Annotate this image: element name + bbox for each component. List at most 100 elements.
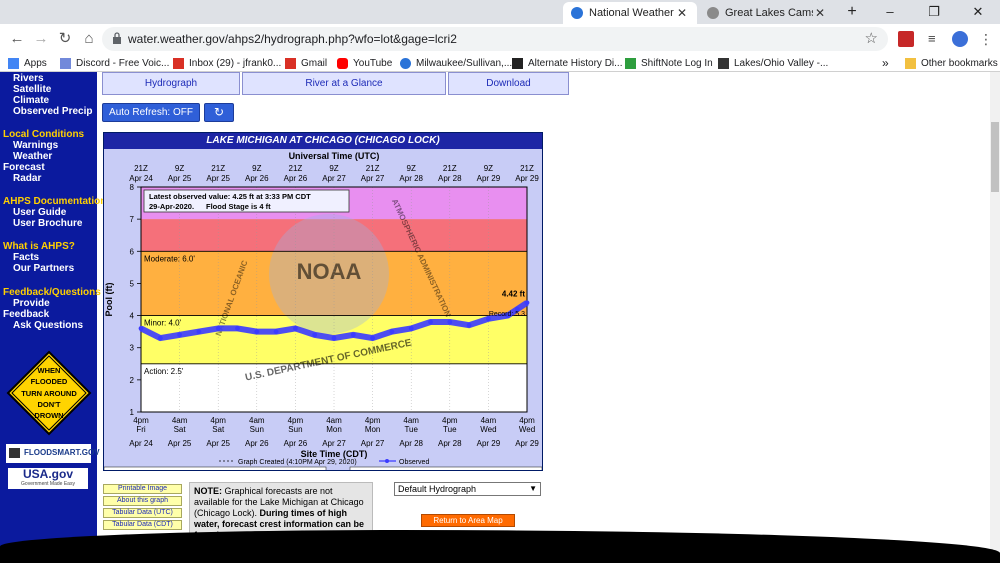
tab-hydrograph[interactable]: Hydrograph bbox=[102, 72, 240, 95]
tab-title: Great Lakes Cams bbox=[725, 7, 813, 19]
sidebar-item-user-brochure[interactable]: User Brochure bbox=[13, 218, 83, 229]
sidebar-item-provide[interactable]: Provide bbox=[13, 298, 50, 309]
discord-icon bbox=[60, 57, 71, 69]
floodsmart-logo[interactable]: FLOODSMART.GOV bbox=[6, 444, 100, 463]
tabular-cdt-button[interactable]: Tabular Data (CDT) bbox=[103, 520, 182, 530]
sidebar-item-user-guide[interactable]: User Guide bbox=[13, 207, 67, 218]
new-tab-button[interactable]: + bbox=[847, 3, 857, 20]
bookmark-milwaukee[interactable]: Milwaukee/Sullivan,... bbox=[400, 55, 512, 71]
cdt-tick-time: 4am bbox=[249, 416, 265, 425]
sidebar-item-our-partners[interactable]: Our Partners bbox=[13, 263, 75, 274]
sidebar-item-forecast[interactable]: Forecast bbox=[3, 162, 45, 173]
utc-tick-label: 21Z bbox=[289, 164, 303, 173]
record-label: Record: 5.3 bbox=[489, 311, 525, 318]
cdt-tick-time: 4pm bbox=[442, 416, 458, 425]
observed-point bbox=[331, 335, 337, 341]
sidebar-item-feedback-questions: Feedback/Questions bbox=[3, 287, 101, 298]
close-window-button[interactable]: ✕ bbox=[972, 4, 984, 19]
sidebar-item-facts[interactable]: Facts bbox=[13, 252, 40, 263]
shiftnote-icon bbox=[625, 57, 636, 69]
url-text[interactable]: water.weather.gov/ahps2/hydrograph.php?w… bbox=[128, 32, 457, 46]
observed-point bbox=[157, 335, 163, 341]
globe-extension-icon[interactable] bbox=[952, 31, 968, 47]
sidebar-item-satellite[interactable]: Satellite bbox=[13, 84, 52, 95]
bookmark-star-icon[interactable]: ☆ bbox=[864, 30, 878, 47]
close-tab-icon[interactable]: ✕ bbox=[676, 6, 688, 20]
cdt-tick-time: 4am bbox=[326, 416, 342, 425]
observed-point bbox=[273, 329, 279, 335]
bookmark-apps[interactable]: Apps bbox=[8, 55, 47, 71]
sidebar-item-feedback[interactable]: Feedback bbox=[3, 309, 50, 320]
utc-tick-date: Apr 29 bbox=[477, 174, 501, 183]
sign-line: DON'T bbox=[37, 400, 60, 409]
observed-series-line bbox=[139, 300, 529, 342]
utc-tick-date: Apr 27 bbox=[361, 174, 385, 183]
y-tick-label: 3 bbox=[130, 344, 135, 353]
more-bookmarks-button[interactable]: » bbox=[882, 56, 889, 70]
menu-kebab-icon[interactable]: ⋮ bbox=[979, 31, 993, 47]
tab-national-weather-service[interactable]: National Weather Servic ✕ bbox=[563, 2, 697, 24]
sidebar-item-observed-precip[interactable]: Observed Precip bbox=[13, 106, 93, 117]
sidebar-item-radar[interactable]: Radar bbox=[13, 173, 42, 184]
y-axis-label: Pool (ft) bbox=[104, 283, 114, 317]
cdt-tick-time: 4pm bbox=[133, 416, 149, 425]
playlist-icon[interactable]: ≡ bbox=[928, 31, 936, 46]
sidebar-item-local-conditions: Local Conditions bbox=[3, 129, 85, 140]
latest-observed-line1: Latest observed value: 4.25 ft at 3:33 P… bbox=[149, 192, 311, 201]
legend-observed: Observed bbox=[399, 459, 429, 466]
apps-grid-icon bbox=[8, 57, 19, 69]
maximize-button[interactable]: ❐ bbox=[928, 4, 940, 19]
about-graph-button[interactable]: About this graph bbox=[103, 496, 182, 506]
latest-observed-date: 29-Apr-2020. bbox=[149, 202, 194, 211]
observed-point bbox=[293, 326, 298, 331]
sidebar-item-climate[interactable]: Climate bbox=[13, 95, 50, 106]
auto-refresh-button[interactable]: Auto Refresh: OFF bbox=[102, 103, 200, 122]
observed-point bbox=[447, 319, 453, 325]
usagov-logo[interactable]: USA.gov Government Made Easy bbox=[8, 468, 88, 489]
pdf-extension-icon[interactable] bbox=[898, 31, 914, 47]
sidebar-item-weather[interactable]: Weather bbox=[13, 151, 53, 162]
observed-point bbox=[235, 326, 240, 331]
cdt-tick-date: Apr 25 bbox=[206, 439, 230, 448]
bookmark-discord[interactable]: Discord - Free Voic... bbox=[60, 55, 169, 71]
tab-download[interactable]: Download bbox=[448, 72, 569, 95]
home-icon[interactable]: ⌂ bbox=[84, 30, 94, 47]
other-bookmarks[interactable]: Other bookmarks bbox=[905, 55, 998, 71]
refresh-icon[interactable]: ↻ bbox=[204, 103, 234, 122]
bookmark-lakes-ohio-valley[interactable]: Lakes/Ohio Valley -... bbox=[718, 55, 828, 71]
minimize-button[interactable]: – bbox=[886, 4, 894, 19]
floodsmart-house-icon bbox=[9, 448, 20, 458]
hydrograph-type-select[interactable]: Default Hydrograph ▼ bbox=[394, 482, 541, 496]
observed-point bbox=[196, 329, 202, 335]
observed-point bbox=[138, 326, 144, 331]
tab-great-lakes-cams[interactable]: Great Lakes Cams ✕ bbox=[699, 2, 835, 24]
tabular-utc-button[interactable]: Tabular Data (UTC) bbox=[103, 508, 182, 518]
observed-point bbox=[389, 329, 395, 335]
page-content: Rivers Satellite Climate Observed Precip Loc… bbox=[0, 72, 990, 563]
reload-icon[interactable]: ↻ bbox=[58, 30, 72, 47]
bookmark-alternate-history[interactable]: Alternate History Di... bbox=[512, 55, 622, 71]
bookmark-label: Alternate History Di... bbox=[528, 57, 623, 69]
floodsmart-label: FLOODSMART.GOV bbox=[24, 448, 100, 457]
return-to-area-map-button[interactable]: Return to Area Map bbox=[421, 514, 515, 527]
sidebar-item-rivers[interactable]: Rivers bbox=[13, 73, 44, 84]
page-scrollbar[interactable] bbox=[990, 72, 1000, 563]
forward-arrow-icon[interactable]: → bbox=[33, 30, 49, 47]
scrollbar-thumb[interactable] bbox=[991, 122, 999, 192]
address-bar[interactable]: water.weather.gov/ahps2/hydrograph.php?w… bbox=[102, 27, 888, 51]
bookmark-shiftnote[interactable]: ShiftNote Log In bbox=[625, 55, 713, 71]
tab-river-at-a-glance[interactable]: River at a Glance bbox=[242, 72, 446, 95]
bookmarks-bar: Apps Discord - Free Voic... Inbox (29) -… bbox=[0, 54, 1000, 72]
y-tick-label: 8 bbox=[130, 183, 135, 192]
cdt-tick-time: 4pm bbox=[288, 416, 304, 425]
bookmark-inbox[interactable]: Inbox (29) - jfrank0... bbox=[173, 55, 281, 71]
printable-image-button[interactable]: Printable Image bbox=[103, 484, 182, 494]
sidebar-item-warnings[interactable]: Warnings bbox=[13, 140, 59, 151]
weather-icon bbox=[718, 57, 729, 69]
bookmark-youtube[interactable]: YouTube bbox=[337, 55, 392, 71]
close-tab-icon[interactable]: ✕ bbox=[814, 6, 826, 20]
back-arrow-icon[interactable]: ← bbox=[9, 30, 25, 47]
bookmark-gmail[interactable]: Gmail bbox=[285, 55, 327, 71]
sidebar-item-ask-questions[interactable]: Ask Questions bbox=[13, 320, 84, 331]
